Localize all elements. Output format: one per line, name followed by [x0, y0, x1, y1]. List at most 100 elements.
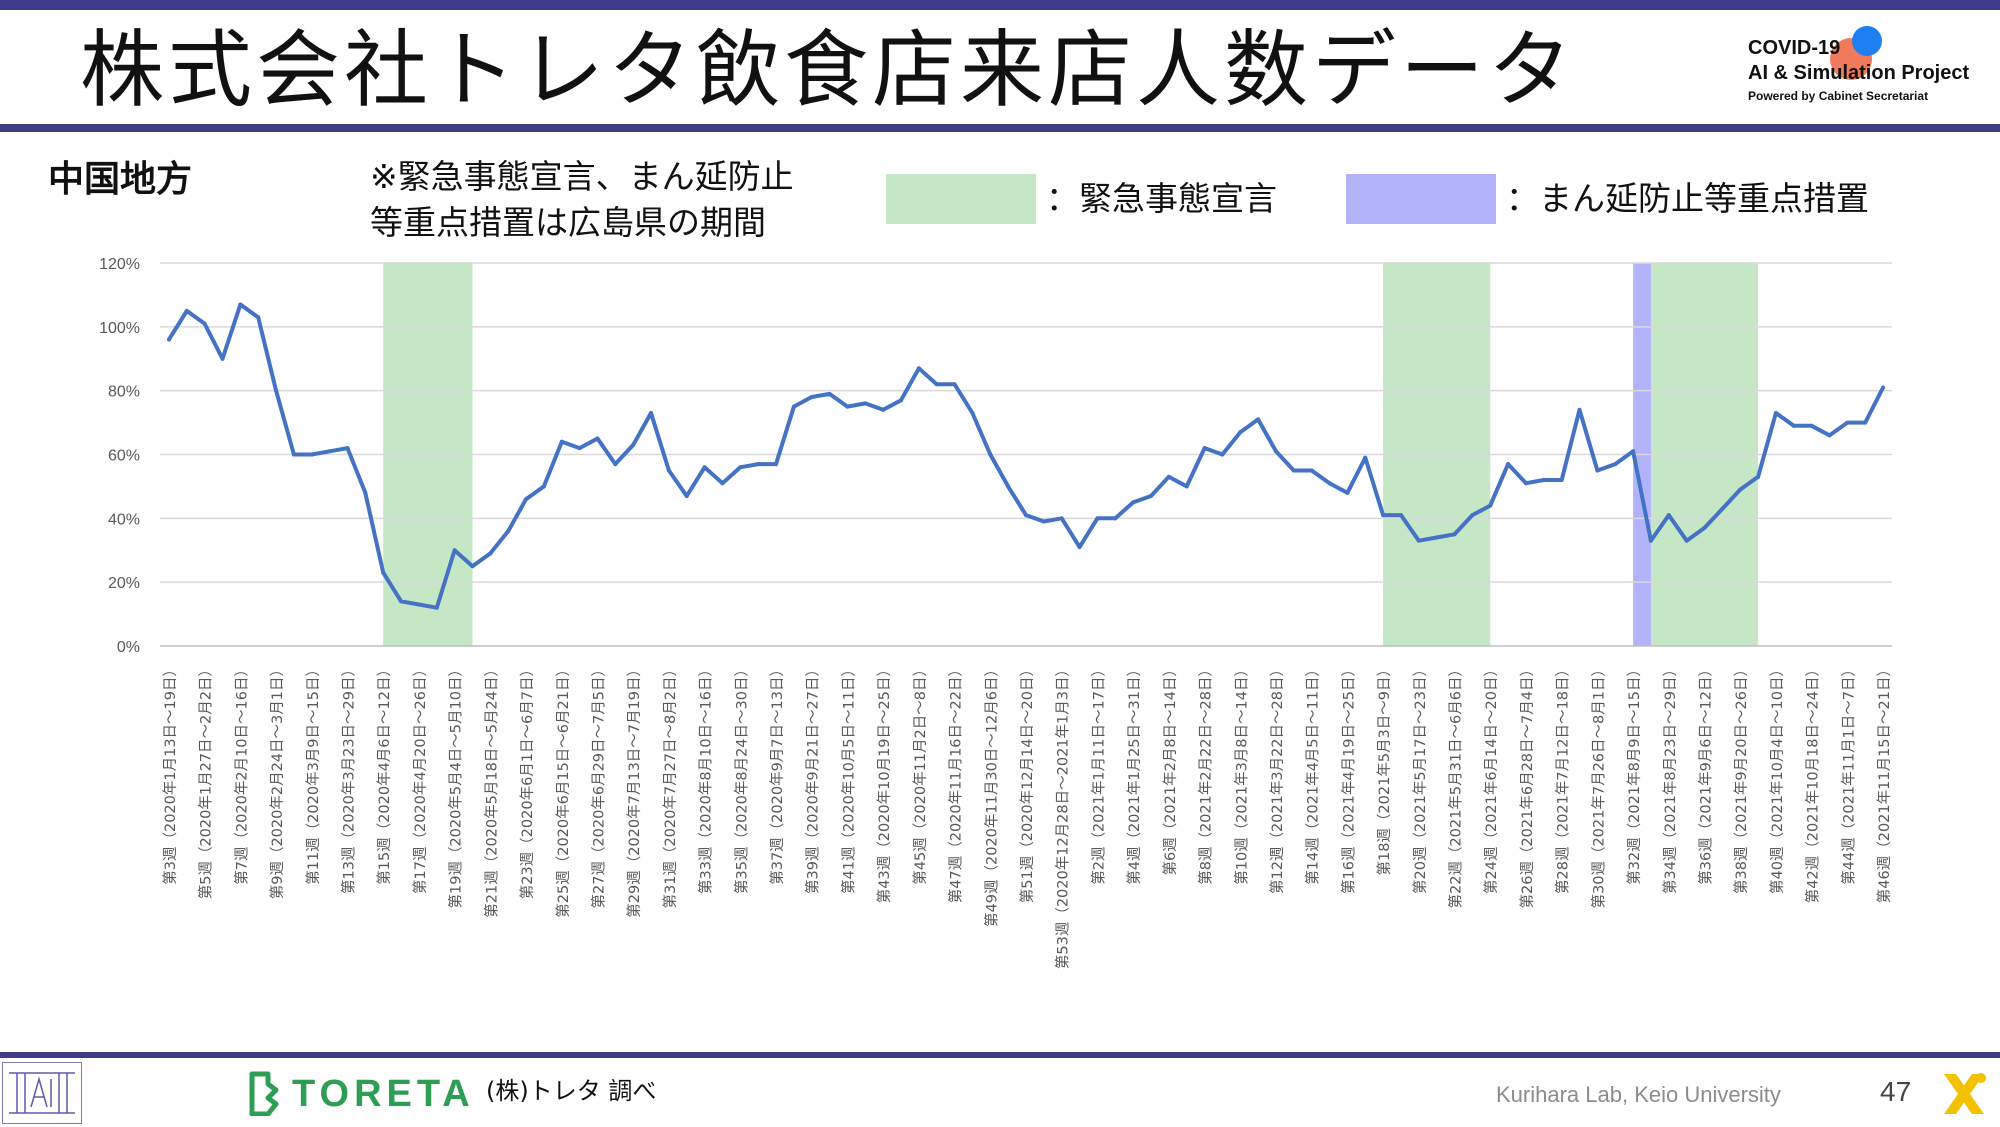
- data-point: [1363, 455, 1368, 460]
- project-logo: COVID-19 AI & Simulation Project Powered…: [1748, 36, 1969, 106]
- region-label: 中国地方: [48, 159, 193, 200]
- data-point: [1345, 490, 1350, 495]
- data-point: [202, 321, 207, 326]
- y-tick-label: 20%: [108, 575, 140, 592]
- toreta-logo-icon: [249, 1071, 279, 1116]
- data-point: [1523, 481, 1528, 486]
- data-point: [1756, 474, 1761, 479]
- data-point: [1256, 417, 1261, 422]
- data-point: [452, 548, 457, 553]
- data-point: [1416, 538, 1421, 543]
- x-tick-label: 第7週（2020年2月10日～16日）: [232, 662, 250, 885]
- y-tick-label: 80%: [108, 384, 140, 401]
- data-point: [1166, 474, 1171, 479]
- ai-lab-logo-icon: [9, 1072, 75, 1114]
- data-point: [809, 395, 814, 400]
- data-point: [595, 436, 600, 441]
- data-point: [381, 570, 386, 575]
- data-point: [774, 462, 779, 467]
- data-point: [684, 493, 689, 498]
- data-point: [577, 446, 582, 451]
- data-point: [1863, 420, 1868, 425]
- data-point: [488, 551, 493, 556]
- x-tick-label: 第30週（2021年7月26日～8月1日）: [1589, 662, 1607, 908]
- data-point: [238, 302, 243, 307]
- data-point: [738, 465, 743, 470]
- y-tick-label: 120%: [99, 256, 140, 273]
- data-point: [1541, 478, 1546, 483]
- data-point: [363, 490, 368, 495]
- x-tick-label: 第44週（2021年11月1日～7日）: [1839, 662, 1857, 885]
- project-logo-blue-circle: [1852, 26, 1882, 56]
- data-point: [274, 388, 279, 393]
- data-point: [916, 366, 921, 371]
- x-tick-label: 第11週（2020年3月9日～15日）: [304, 662, 322, 885]
- data-point: [506, 529, 511, 534]
- x-tick-label: 第25週（2020年6月15日～6月21日）: [554, 662, 572, 918]
- data-point: [1595, 468, 1600, 473]
- data-point: [1434, 535, 1439, 540]
- x-tick-label: 第16週（2021年4月19日～25日）: [1339, 662, 1357, 894]
- data-point: [1791, 423, 1796, 428]
- data-point: [1809, 423, 1814, 428]
- data-point: [863, 401, 868, 406]
- data-point: [1684, 538, 1689, 543]
- x-tick-label: 第51週（2020年12月14日～20日）: [1018, 662, 1036, 903]
- x-tick-label: 第35週（2020年8月24日～30日）: [732, 662, 750, 894]
- x-tick-label: 第42週（2021年10月18日～24日）: [1804, 662, 1822, 903]
- x-tick-label: 第26週（2021年6月28日～7月4日）: [1518, 662, 1536, 908]
- data-point: [559, 439, 564, 444]
- data-point: [416, 602, 421, 607]
- x-tick-label: 第8週（2021年2月22日～28日）: [1197, 662, 1215, 885]
- data-point: [524, 497, 529, 502]
- x-tick-label: 第47週（2020年11月16日～22日）: [947, 662, 965, 903]
- page-title: 株式会社トレタ飲食店来店人数データ: [80, 21, 1577, 119]
- data-point: [541, 484, 546, 489]
- data-point: [756, 462, 761, 467]
- period-note: ※緊急事態宣言、まん延防止 等重点措置は広島県の期間: [370, 154, 794, 246]
- data-point: [345, 446, 350, 451]
- x-tick-label: 第5週（2020年1月27日～2月2日）: [197, 662, 215, 899]
- data-point: [309, 452, 314, 457]
- project-logo-line1: COVID-19: [1748, 37, 1841, 59]
- data-point: [666, 468, 671, 473]
- data-point: [827, 391, 832, 396]
- x-tick-label: 第21週（2020年5月18日～5月24日）: [482, 662, 500, 918]
- data-point: [631, 442, 636, 447]
- lab-credit: Kurihara Lab, Keio University: [1496, 1082, 1781, 1107]
- data-point: [1113, 516, 1118, 521]
- x-tick-label: 第10週（2021年3月8日～14日）: [1232, 662, 1250, 885]
- y-tick-label: 0%: [117, 639, 140, 656]
- project-logo-line3: Powered by Cabinet Secretariat: [1748, 89, 1929, 103]
- data-point: [434, 605, 439, 610]
- data-point: [1184, 484, 1189, 489]
- data-point: [470, 564, 475, 569]
- data-point: [1273, 449, 1278, 454]
- toreta-wordmark: TORETA: [292, 1073, 475, 1115]
- data-point: [970, 411, 975, 416]
- data-point: [899, 398, 904, 403]
- page-number: 47: [1880, 1076, 1912, 1107]
- period-note-line1: ※緊急事態宣言、まん延防止: [370, 157, 794, 196]
- x-tick-label: 第23週（2020年6月1日～6月7日）: [518, 662, 536, 899]
- x-tick-label: 第3週（2020年1月13日～19日）: [161, 662, 179, 885]
- data-point: [1577, 407, 1582, 412]
- data-point: [1488, 503, 1493, 508]
- ai-lab-logo: [2, 1062, 82, 1124]
- data-point: [1506, 462, 1511, 467]
- data-point: [1666, 513, 1671, 518]
- data-point: [1738, 487, 1743, 492]
- data-point: [1220, 452, 1225, 457]
- legend-swatch-priority-measures: [1346, 174, 1496, 224]
- x-tick-label: 第53週（2020年12月28日～2021年1月3日）: [1054, 662, 1072, 969]
- footer-divider-bar: [0, 1052, 2000, 1058]
- data-point: [1648, 538, 1653, 543]
- data-point: [1720, 506, 1725, 511]
- x-tick-label: 第33週（2020年8月10日～16日）: [697, 662, 715, 894]
- data-point: [881, 407, 886, 412]
- x-tick-label: 第39週（2020年9月21日～27日）: [804, 662, 822, 894]
- data-point: [184, 308, 189, 313]
- data-point: [1041, 519, 1046, 524]
- data-point: [613, 462, 618, 467]
- data-point: [291, 452, 296, 457]
